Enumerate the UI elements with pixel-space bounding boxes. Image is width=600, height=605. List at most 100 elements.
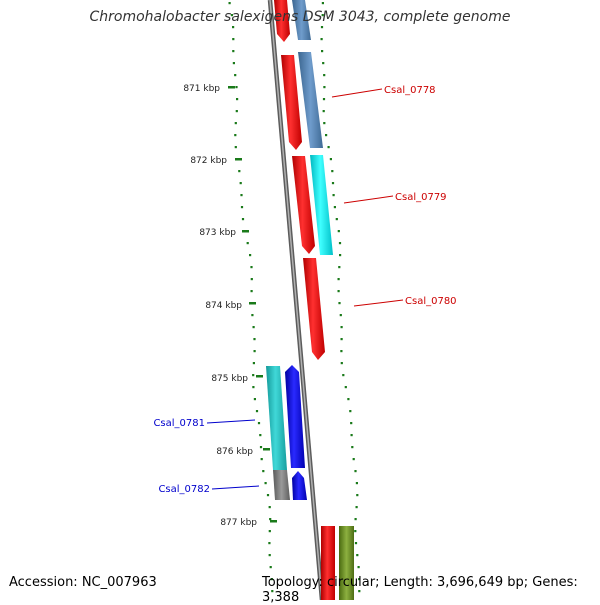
track-dot [253,398,256,401]
track-dot [235,86,238,89]
ruler-label: 874 kbp [205,301,242,311]
track-dot [320,26,324,29]
track-dot [232,26,235,29]
track-dot [234,134,237,137]
track-dot [350,434,353,437]
track-dot [337,290,340,293]
track-dot [250,266,253,269]
track-dot [246,242,249,245]
track-dot [350,422,353,425]
map-title: Chromohalobacter salexigens DSM 3043, co… [89,9,511,25]
gene-label-csal-0781[interactable]: Csal_0781 [153,418,205,429]
track-dot [269,518,272,521]
gene-feature-csal-0778[interactable] [281,55,302,150]
track-dot [250,290,253,293]
gene-feature-csal-0779[interactable] [292,156,315,254]
track-dot [260,458,263,461]
track-dot [321,14,324,17]
gene-label-csal-0782[interactable]: Csal_0782 [158,484,210,495]
ruler-tick [235,158,242,161]
ruler-label: 877 kbp [220,518,257,528]
gene-label-csal-0779[interactable]: Csal_0779 [395,192,447,203]
track-dot [356,554,359,557]
leader-line [211,485,260,490]
ruler-tick [249,302,256,305]
cog-block[interactable] [339,526,354,600]
track-dot [340,338,343,341]
track-dot [351,446,354,449]
track-dot [240,194,243,197]
topology-text: Topology: circular; Length: 3,696,649 bp… [262,575,578,605]
ruler-tick [242,230,249,233]
cog-block-csal-0781[interactable] [266,366,287,470]
track-dot [271,590,274,593]
track-dot [340,326,343,329]
cog-block[interactable] [292,0,311,40]
track-dot [327,146,330,149]
ruler-label: 875 kbp [211,374,248,384]
track-dot [269,566,272,569]
track-dot [252,374,255,377]
track-dot [338,242,342,245]
track-dot [333,206,336,209]
track-dot [325,134,328,137]
track-dot [268,542,271,545]
track-dot [250,278,253,281]
gene-label-csal-0780[interactable]: Csal_0780 [405,296,457,307]
track-dot [321,2,324,5]
track-dot [268,554,271,557]
track-dot [338,302,341,305]
track-dot [354,542,358,545]
track-dot [321,50,324,53]
gene-feature-csal-0782[interactable] [292,471,307,500]
track-dot [240,206,244,209]
ruler: 871 kbp 872 kbp 873 kbp 874 kbp 875 kbp … [183,84,277,528]
leader-line [343,195,394,204]
track-dot [331,182,335,185]
reverse-cog-track [266,366,290,500]
ruler-tick [263,448,270,451]
gene-label-csal-0778[interactable]: Csal_0778 [384,85,436,96]
track-dot [270,578,273,581]
track-dot [252,386,255,389]
track-dot [238,170,241,173]
track-dot [234,74,237,77]
gene-feature[interactable] [274,0,290,42]
track-dot [234,146,237,149]
gene-feature[interactable] [321,526,335,600]
track-dot [230,14,233,17]
gene-feature-csal-0780[interactable] [303,258,325,360]
accession-text: Accession: NC_007963 [9,575,157,590]
track-dot [322,98,326,101]
cog-block-csal-0782[interactable] [273,470,290,500]
track-dot [323,74,326,77]
track-dot [332,194,335,197]
track-dot [252,326,255,329]
cog-block-csal-0778[interactable] [298,52,323,148]
gene-feature-csal-0781[interactable] [285,365,305,468]
track-dot [347,398,350,401]
track-dot [236,98,239,101]
track-dot [235,110,238,113]
track-dot [322,62,325,65]
track-dot [337,278,340,281]
track-dot [252,362,255,365]
ruler-tick [270,520,277,523]
track-dot [228,2,231,5]
track-dot [239,182,242,185]
track-dot [339,314,342,317]
track-dot [329,158,332,161]
track-dot [253,338,256,341]
track-dot [340,350,343,353]
track-dot [331,170,334,173]
track-dot [232,38,235,41]
cog-block-csal-0779[interactable] [310,155,333,255]
track-dot [232,62,235,65]
track-dot [232,50,235,53]
gc-skew-track [320,2,361,593]
track-dot [264,482,267,485]
track-dot [234,122,237,125]
track-dot [340,362,343,365]
track-dot [266,494,270,497]
